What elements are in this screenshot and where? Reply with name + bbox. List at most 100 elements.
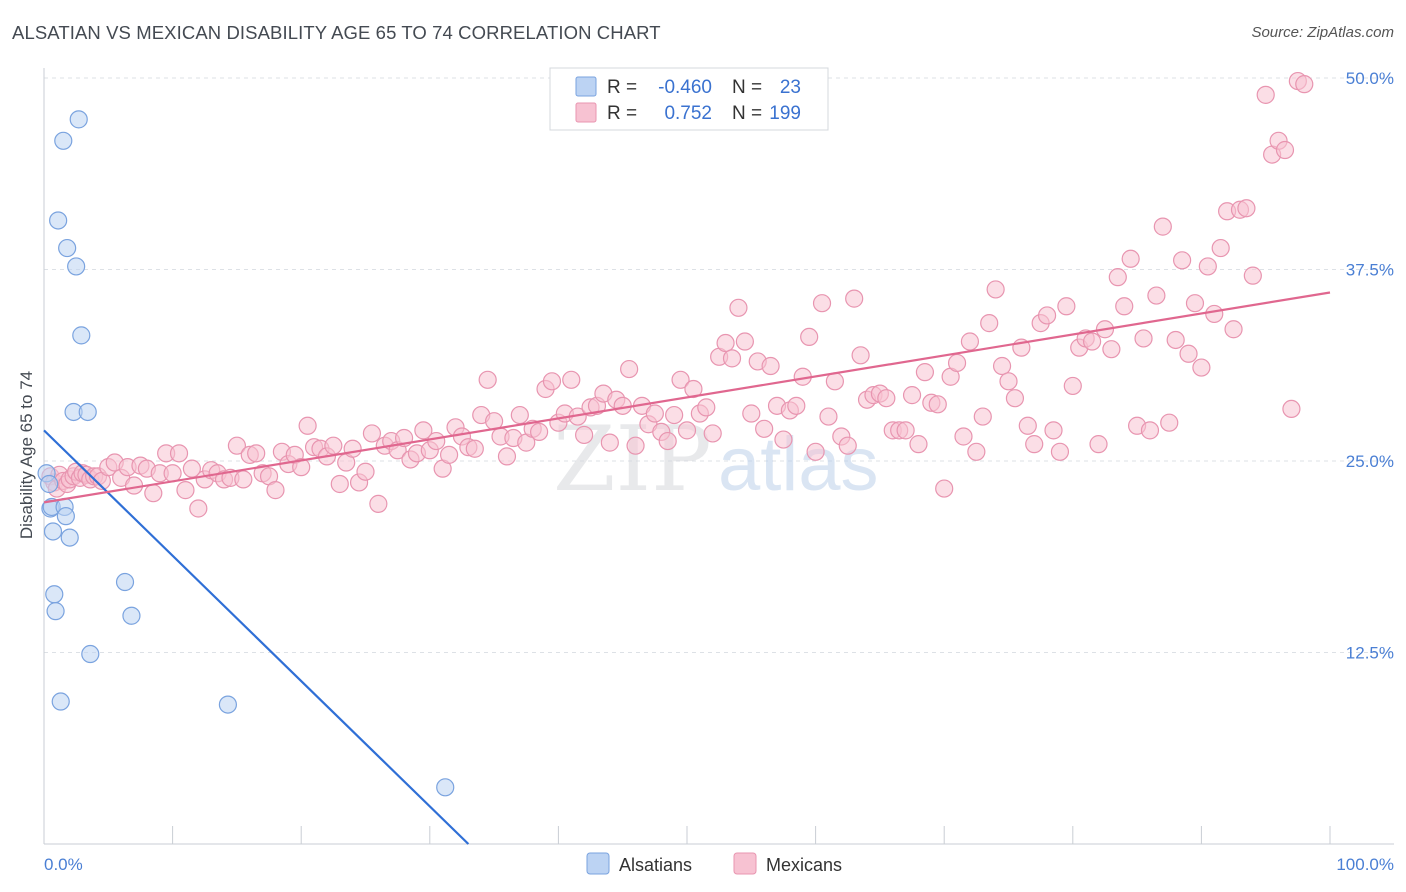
mexican-point xyxy=(992,356,1012,376)
legend-n-value-1: 23 xyxy=(780,77,801,98)
mexican-point xyxy=(247,444,266,463)
mexican-point xyxy=(658,431,677,451)
watermark-atlas: atlas xyxy=(718,422,879,507)
mexican-point xyxy=(227,436,246,455)
mexican-point xyxy=(465,439,484,458)
mexican-point xyxy=(1050,442,1070,461)
mexican-point xyxy=(478,370,497,389)
mexican-point xyxy=(324,436,343,455)
mexican-point xyxy=(645,404,664,423)
mexican-point xyxy=(845,289,864,308)
mexican-point xyxy=(176,481,195,500)
chart-title: ALSATIAN VS MEXICAN DISABILITY AGE 65 TO… xyxy=(12,22,661,43)
mexican-point xyxy=(761,356,780,376)
mexican-point xyxy=(722,349,742,368)
mexican-point xyxy=(234,470,253,489)
mexican-point xyxy=(1275,140,1295,160)
alsatian-point xyxy=(58,238,77,258)
mexican-point xyxy=(838,436,857,455)
mexican-trend-line xyxy=(43,291,1331,504)
mexican-point xyxy=(742,404,761,423)
alsatian-point xyxy=(78,402,97,422)
mexican-point xyxy=(1108,268,1127,287)
mexican-point xyxy=(812,294,832,313)
mexican-point xyxy=(414,421,433,440)
mexican-point xyxy=(684,379,703,399)
mexican-point xyxy=(530,422,549,441)
mexican-point xyxy=(1018,416,1037,435)
mexican-point xyxy=(774,430,793,449)
mexican-point xyxy=(671,370,690,389)
mexican-point xyxy=(1134,329,1153,348)
mexican-point xyxy=(697,398,716,417)
x-tick-label-min: 0.0% xyxy=(44,855,83,874)
mexican-point xyxy=(1147,286,1166,305)
mexican-point xyxy=(902,386,922,405)
mexican-point xyxy=(1140,421,1160,440)
series-mexicans xyxy=(41,71,1314,518)
alsatian-point xyxy=(436,778,455,797)
trend-lines xyxy=(43,291,1331,845)
mexican-point xyxy=(999,372,1018,391)
mexican-point xyxy=(1102,340,1121,359)
y-tick-labels: 12.5% 25.0% 37.5% 50.0% xyxy=(1346,69,1394,663)
mexican-point xyxy=(1179,344,1198,363)
series-alsatians xyxy=(37,110,455,797)
legend-r-value-2: 0.752 xyxy=(664,103,712,124)
x-tick-label-max: 100.0% xyxy=(1336,855,1394,874)
mexican-point xyxy=(1057,297,1076,316)
alsatian-point xyxy=(40,474,59,494)
mexican-point xyxy=(755,419,774,438)
mexican-point xyxy=(626,436,645,455)
mexican-point xyxy=(1121,249,1140,268)
mexican-point xyxy=(1198,257,1217,276)
mexican-point xyxy=(1160,413,1179,432)
mexican-point xyxy=(1044,421,1063,440)
mexican-point xyxy=(562,370,581,389)
y-tick-label: 50.0% xyxy=(1346,69,1394,88)
bottom-legend-swatch-alsatians xyxy=(586,852,610,875)
mexican-point xyxy=(330,474,349,494)
mexican-point xyxy=(806,442,825,461)
mexican-point xyxy=(356,462,375,481)
mexican-point xyxy=(729,298,748,317)
alsatian-point xyxy=(67,257,86,276)
mexican-point xyxy=(1185,294,1205,313)
mexican-point xyxy=(716,333,735,353)
mexican-point xyxy=(915,363,935,382)
y-axis-title: Disability Age 65 to 74 xyxy=(17,371,36,539)
mexican-point xyxy=(787,396,806,415)
mexican-point xyxy=(510,405,529,425)
mexican-point xyxy=(973,407,992,426)
mexican-point xyxy=(1063,376,1082,396)
mexican-point xyxy=(620,359,639,379)
alsatian-point xyxy=(51,692,70,711)
alsatian-point xyxy=(49,211,68,230)
legend-r-label-1: R = xyxy=(607,77,637,98)
series-legend: Alsatians Mexicans xyxy=(586,852,842,875)
mexican-point xyxy=(1282,399,1301,419)
mexican-point xyxy=(980,314,999,333)
alsatian-point xyxy=(43,522,63,541)
mexican-point xyxy=(575,425,594,445)
mexican-point xyxy=(1224,320,1243,339)
alsatian-point xyxy=(69,110,88,129)
mexican-point xyxy=(427,431,446,451)
alsatian-point xyxy=(81,644,100,664)
alsatian-point xyxy=(122,606,141,625)
mexican-point xyxy=(1192,358,1211,377)
mexican-point xyxy=(497,447,517,466)
legend-r-value-1: -0.460 xyxy=(658,77,712,98)
mexican-point xyxy=(986,280,1005,299)
x-ticks xyxy=(172,826,1331,844)
mexican-point xyxy=(800,327,819,347)
chart-source: Source: ZipAtlas.com xyxy=(1251,24,1394,41)
mexican-point xyxy=(600,433,619,452)
bottom-legend-label-alsatians: Alsatians xyxy=(619,855,692,875)
mexican-point xyxy=(677,421,697,440)
mexican-point xyxy=(1166,330,1185,350)
legend-n-label-2: N = xyxy=(732,103,762,124)
mexican-point xyxy=(1153,217,1172,236)
legend-swatch-alsatians xyxy=(575,76,597,97)
